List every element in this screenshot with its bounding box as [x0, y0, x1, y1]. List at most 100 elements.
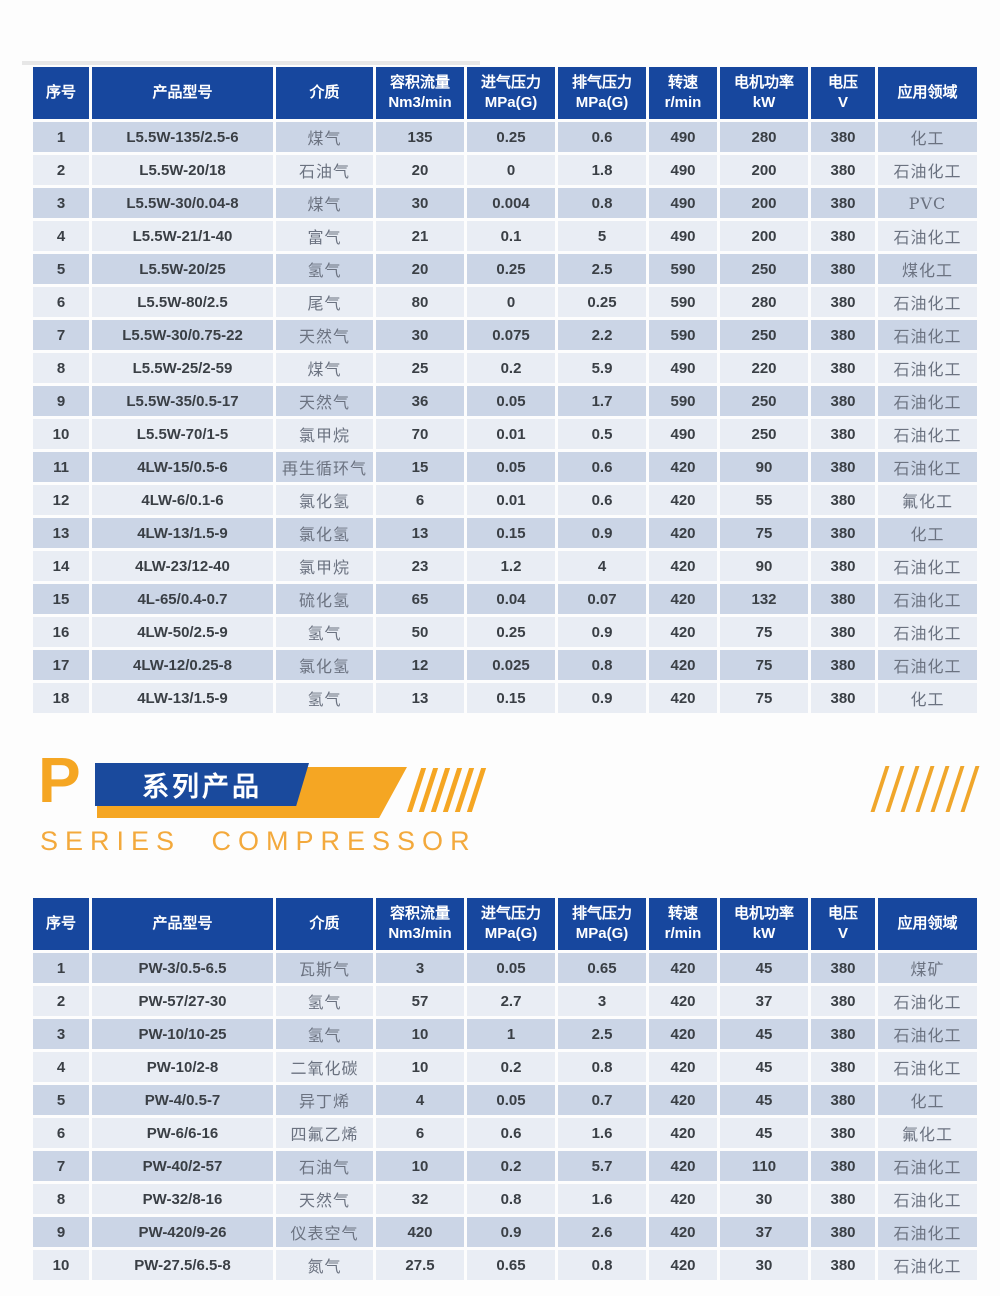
table-row: 7 PW-40/2-57 石油气 10 0.2 5.7 420 110 380 石油化工	[33, 1151, 977, 1181]
table-cell: 石油气	[276, 155, 373, 185]
table-cell: 氟化工	[878, 485, 977, 515]
table-cell: 0.6	[558, 485, 646, 515]
table-cell: 200	[720, 155, 808, 185]
table-cell: 1.8	[558, 155, 646, 185]
table-cell: 3	[376, 953, 464, 983]
table-cell: 氢气	[276, 254, 373, 284]
table-cell: 0.15	[467, 518, 555, 548]
table-cell: 380	[811, 155, 875, 185]
table-cell: 250	[720, 419, 808, 449]
table-cell: 2.7	[467, 986, 555, 1016]
table-cell: 0.25	[558, 287, 646, 317]
table-row: 15 4L-65/0.4-0.7 硫化氢 65 0.04 0.07 420 132 380 石油化…	[33, 584, 977, 614]
table-cell: 石油化工	[878, 419, 977, 449]
table-cell: 2.5	[558, 254, 646, 284]
table-cell: 10	[33, 419, 89, 449]
table-cell: 4	[33, 221, 89, 251]
table-cell: 石油化工	[878, 1052, 977, 1082]
table-cell: 0.004	[467, 188, 555, 218]
table-row: 13 4LW-13/1.5-9 氯化氢 13 0.15 0.9 420 75 380 化工	[33, 518, 977, 548]
table-cell: 380	[811, 1250, 875, 1280]
table-cell: 0.8	[558, 650, 646, 680]
table-cell: 0.07	[558, 584, 646, 614]
table-row: 18 4LW-13/1.5-9 氢气 13 0.15 0.9 420 75 380 化工	[33, 683, 977, 713]
table-cell: 0.25	[467, 122, 555, 152]
table-cell: 420	[649, 551, 717, 581]
table-cell: 0.9	[558, 617, 646, 647]
table-cell: 4	[558, 551, 646, 581]
table-cell: 45	[720, 1118, 808, 1148]
table-cell: 490	[649, 221, 717, 251]
table-cell: 尾气	[276, 287, 373, 317]
table-cell: 0.7	[558, 1085, 646, 1115]
table-cell: 4LW-12/0.25-8	[92, 650, 273, 680]
table-cell: L5.5W-80/2.5	[92, 287, 273, 317]
table-cell: 石油化工	[878, 452, 977, 482]
column-header: 电机功率 kW	[720, 67, 808, 119]
table-cell: 0.2	[467, 1052, 555, 1082]
table-cell: 200	[720, 221, 808, 251]
table-cell: PW-40/2-57	[92, 1151, 273, 1181]
series-letter: P	[38, 744, 81, 816]
table-cell: 石油化工	[878, 551, 977, 581]
table-cell: 420	[649, 1151, 717, 1181]
table-cell: 57	[376, 986, 464, 1016]
pw-series-table: 序号 产品型号 介质 容积流量 Nm3/min 进气压力 MPa(G) 排气压力 MPa(…	[30, 895, 980, 1283]
banner-slashes-icon	[406, 768, 487, 812]
table-row: 8 PW-32/8-16 天然气 32 0.8 1.6 420 30 380 石油化工	[33, 1184, 977, 1214]
table-cell: 氯甲烷	[276, 551, 373, 581]
table-cell: 380	[811, 1151, 875, 1181]
table-cell: 1	[33, 122, 89, 152]
table-cell: 45	[720, 1019, 808, 1049]
table-cell: 420	[649, 1085, 717, 1115]
table-cell: 420	[649, 1019, 717, 1049]
table-cell: 70	[376, 419, 464, 449]
table-row: 4 PW-10/2-8 二氧化碳 10 0.2 0.8 420 45 380 石油化工	[33, 1052, 977, 1082]
table-cell: 220	[720, 353, 808, 383]
table-cell: 380	[811, 1184, 875, 1214]
table-cell: 0.2	[467, 353, 555, 383]
table-cell: 5.7	[558, 1151, 646, 1181]
table-row: 1 L5.5W-135/2.5-6 煤气 135 0.25 0.6 490 280 380 化工	[33, 122, 977, 152]
table-cell: 1.6	[558, 1184, 646, 1214]
table-cell: L5.5W-20/18	[92, 155, 273, 185]
table-cell: 煤气	[276, 188, 373, 218]
table-cell: 石油化工	[878, 617, 977, 647]
table-cell: 380	[811, 650, 875, 680]
table-header-row: 序号 产品型号 介质 容积流量 Nm3/min 进气压力 MPa(G) 排气压力 MPa(…	[33, 67, 977, 119]
table-cell: 420	[649, 683, 717, 713]
column-header: 容积流量 Nm3/min	[376, 67, 464, 119]
table-cell: 石油化工	[878, 155, 977, 185]
table-cell: L5.5W-20/25	[92, 254, 273, 284]
table-cell: 490	[649, 419, 717, 449]
table-cell: 4LW-13/1.5-9	[92, 683, 273, 713]
table-cell: 17	[33, 650, 89, 680]
table-cell: 380	[811, 584, 875, 614]
table-cell: 0.8	[558, 1052, 646, 1082]
table-cell: 氮气	[276, 1250, 373, 1280]
table-cell: 80	[376, 287, 464, 317]
table-cell: 2.5	[558, 1019, 646, 1049]
table-row: 10 PW-27.5/6.5-8 氮气 27.5 0.65 0.8 420 30 380 石油化工	[33, 1250, 977, 1280]
table-cell: 2.6	[558, 1217, 646, 1247]
table-cell: 420	[649, 518, 717, 548]
table-cell: 380	[811, 953, 875, 983]
table-cell: 420	[649, 485, 717, 515]
table-cell: 5	[33, 254, 89, 284]
table-cell: 瓦斯气	[276, 953, 373, 983]
table-cell: 6	[33, 1118, 89, 1148]
banner-title-plate: 系列产品	[95, 763, 309, 806]
banner-title: 系列产品	[142, 772, 262, 802]
table-cell: 420	[649, 953, 717, 983]
table-cell: 75	[720, 617, 808, 647]
table-cell: 1	[467, 1019, 555, 1049]
table-cell: 135	[376, 122, 464, 152]
table-cell: 380	[811, 986, 875, 1016]
table-cell: 420	[376, 1217, 464, 1247]
table-cell: 380	[811, 1217, 875, 1247]
banner-right-slashes-icon	[870, 766, 980, 812]
table-cell: 0.8	[558, 1250, 646, 1280]
table-cell: 12	[376, 650, 464, 680]
table-cell: 37	[720, 986, 808, 1016]
